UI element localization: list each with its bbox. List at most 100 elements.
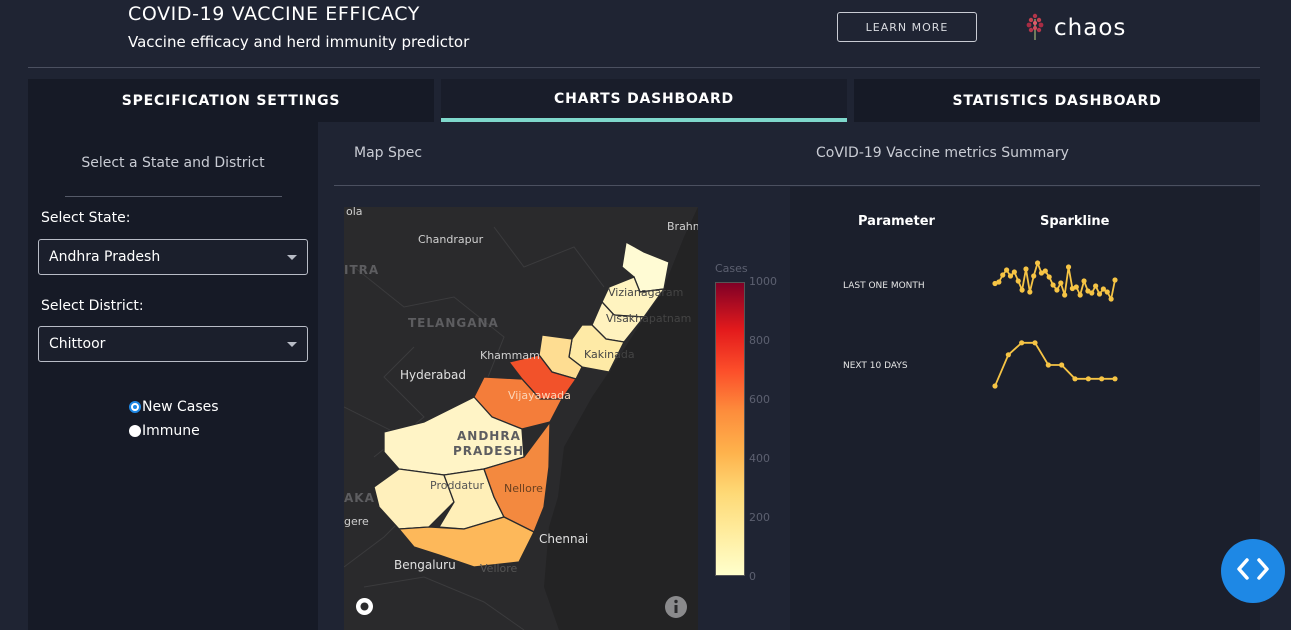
sparkline-point	[1019, 287, 1025, 293]
sparkline-point	[1034, 260, 1041, 266]
learn-more-button[interactable]: LEARN MORE	[837, 12, 977, 42]
state-select[interactable]: Andhra Pradesh	[38, 239, 308, 275]
map-base	[344, 207, 698, 630]
district-select[interactable]: Chittoor	[38, 326, 308, 362]
sparkline-point	[1072, 376, 1078, 382]
sparkline-point	[1073, 284, 1079, 290]
sparkline-point	[1089, 290, 1095, 296]
map-region-label: TELANGANA	[408, 316, 499, 330]
district-select-value: Chittoor	[49, 336, 106, 352]
map-city-label: Visakhapatnam	[606, 312, 692, 325]
colorbar-tick: 0	[749, 570, 756, 583]
chaos-flower-icon	[1024, 11, 1046, 45]
radio-button[interactable]	[129, 425, 141, 437]
map-city-label: Chandrapur	[418, 233, 484, 246]
sparkline-point	[1100, 286, 1106, 292]
param-next-10-days: NEXT 10 DAYS	[843, 361, 908, 371]
sparkline-point	[1093, 283, 1099, 289]
sparkline-point	[1112, 376, 1118, 382]
charts-content: Map Spec CoVID-19 Vaccine metrics Summar…	[334, 122, 1260, 630]
tab-charts-dashboard[interactable]: CHARTS DASHBOARD	[441, 79, 847, 122]
sparkline-point	[996, 279, 1002, 285]
map-city-label: Vellore	[480, 562, 518, 575]
sparkline-path	[994, 341, 1115, 387]
code-brackets-icon	[1235, 555, 1271, 588]
sparkline-point	[1015, 278, 1021, 284]
map-city-label: Nellore	[504, 482, 543, 495]
metrics-summary-table: Parameter Sparkline LAST ONE MONTH NEXT …	[790, 187, 1260, 630]
sparkline-point	[1038, 270, 1045, 276]
map-city-label: Chennai	[539, 532, 589, 546]
sparkline-point	[1000, 272, 1006, 278]
sparkline-last-one-month	[992, 260, 1118, 302]
sparkline-point	[1011, 269, 1017, 275]
sparkline-point	[1004, 267, 1010, 273]
sparkline-point	[1065, 264, 1072, 270]
radio-new-cases[interactable]: New Cases	[129, 399, 219, 415]
sparkline-point	[1108, 296, 1114, 302]
sparkline-point	[1104, 289, 1110, 295]
map-city-label: Proddatur	[430, 479, 484, 492]
map-city-label: Brahm	[667, 220, 698, 233]
map-spec-title: Map Spec	[354, 145, 423, 161]
sparkline-point	[992, 383, 998, 389]
app-header: COVID-19 VACCINE EFFICACY Vaccine effica…	[0, 0, 1291, 68]
app-title: COVID-19 VACCINE EFFICACY	[128, 3, 420, 25]
sparkline-point	[1112, 277, 1118, 283]
info-icon[interactable]	[664, 595, 688, 623]
radio-immune[interactable]: Immune	[129, 423, 200, 439]
map-city-label: gere	[344, 515, 369, 528]
sparkline-point	[1050, 282, 1056, 288]
charts-header: Map Spec CoVID-19 Vaccine metrics Summar…	[334, 122, 1260, 186]
sparkline-point	[1046, 274, 1052, 280]
app-subtitle: Vaccine efficacy and herd immunity predi…	[128, 33, 470, 51]
map-city-label: Bengaluru	[394, 558, 456, 572]
sidebar-heading: Select a State and District	[81, 155, 265, 171]
radio-label-immune: Immune	[142, 423, 200, 439]
map-city-label: Vijayawada	[508, 389, 571, 402]
radio-button-checked[interactable]	[129, 401, 141, 413]
colorbar-tick: 400	[749, 452, 770, 465]
mapbox-logo-icon[interactable]	[355, 597, 374, 620]
colorbar-tick: 200	[749, 511, 770, 524]
tab-bar: SPECIFICATION SETTINGS CHARTS DASHBOARD …	[28, 79, 1260, 122]
map-region-label: AKA	[344, 491, 375, 505]
sparkline-point	[1032, 340, 1038, 346]
sparkline-point	[1042, 268, 1048, 274]
tab-specification-settings[interactable]: SPECIFICATION SETTINGS	[28, 79, 434, 122]
code-brackets-button[interactable]	[1221, 539, 1285, 603]
sparkline-point	[1031, 273, 1037, 279]
chevron-down-icon	[287, 342, 297, 347]
sparkline-point	[1085, 288, 1091, 294]
radio-label-new-cases: New Cases	[142, 399, 219, 415]
sparkline-point	[1007, 273, 1014, 279]
sparkline-point	[1077, 292, 1083, 298]
colorbar-tick: 800	[749, 334, 770, 347]
header-divider	[28, 67, 1260, 68]
colorbar-tick: 1000	[749, 275, 777, 288]
chevron-down-icon	[287, 255, 297, 260]
tab-statistics-dashboard[interactable]: STATISTICS DASHBOARD	[854, 79, 1260, 122]
column-header-parameter: Parameter	[858, 214, 935, 229]
choropleth-map[interactable]: ola Chandrapur Brahm ITRA Vizianagaram T…	[344, 207, 698, 630]
state-label: Select State:	[41, 210, 131, 226]
logo-text: chaos	[1054, 15, 1127, 41]
map-city-label: Kakinada	[584, 348, 635, 361]
sparkline-point	[1054, 287, 1060, 293]
param-last-one-month: LAST ONE MONTH	[843, 281, 925, 291]
sparkline-point	[1085, 376, 1091, 382]
sparkline-point	[1099, 376, 1105, 382]
sparkline-point	[1027, 289, 1033, 295]
map-city-label: Vizianagaram	[608, 286, 684, 299]
colorbar-gradient	[715, 282, 745, 576]
district-label: Select District:	[41, 298, 144, 314]
map-city-label: ola	[346, 207, 363, 218]
logo[interactable]: chaos	[1024, 11, 1126, 45]
sparkline-point	[1096, 291, 1103, 297]
map-city-label: Hyderabad	[400, 368, 466, 382]
sparkline-point	[1019, 340, 1025, 346]
summary-title: CoVID-19 Vaccine metrics Summary	[816, 145, 1069, 161]
map-region-label: ITRA	[344, 263, 380, 277]
colorbar-tick: 600	[749, 393, 770, 406]
map-region-label: PRADESH	[453, 444, 525, 458]
